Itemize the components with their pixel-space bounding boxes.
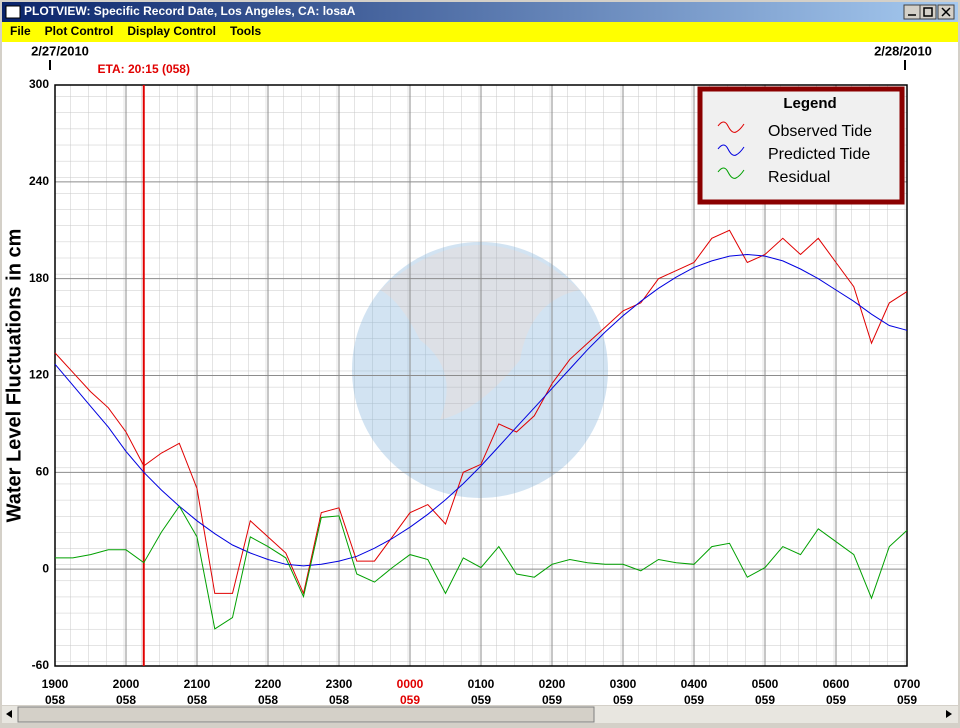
y-axis-label: Water Level Fluctuations in cm — [3, 229, 25, 523]
x-tick-day: 059 — [897, 693, 917, 707]
x-tick-label: 2000 — [113, 677, 140, 691]
legend-box — [697, 86, 905, 205]
legend-swatch — [717, 167, 745, 179]
x-tick-day: 059 — [542, 693, 562, 707]
x-tick-label: 0100 — [468, 677, 495, 691]
y-tick-label: 120 — [29, 368, 49, 382]
window-title: PLOTVIEW: Specific Record Date, Los Ange… — [24, 4, 356, 18]
menu-item[interactable]: Display Control — [127, 24, 216, 38]
maximize-button[interactable] — [919, 4, 937, 20]
y-tick-label: 180 — [29, 271, 49, 285]
x-tick-label: 1900 — [42, 677, 69, 691]
plot-frame — [54, 84, 908, 667]
x-tick-day: 058 — [258, 693, 278, 707]
noaa-watermark — [352, 242, 608, 498]
x-tick-label: 0000 — [397, 677, 424, 691]
x-tick-day: 059 — [613, 693, 633, 707]
x-tick-day: 058 — [116, 693, 136, 707]
title-bar — [2, 2, 958, 22]
y-tick-label: 240 — [29, 174, 49, 188]
x-tick-day: 059 — [471, 693, 491, 707]
x-tick-day: 058 — [45, 693, 65, 707]
minimize-button[interactable] — [903, 4, 921, 20]
series-line — [54, 229, 908, 596]
x-tick-label: 0400 — [681, 677, 708, 691]
y-tick-label: 300 — [29, 77, 49, 91]
x-tick-label: 2200 — [255, 677, 282, 691]
date-label: 2/28/2010 — [874, 43, 932, 58]
eta-label: ETA: 20:15 (058) — [98, 62, 190, 76]
y-tick-label: 60 — [36, 465, 50, 479]
legend-swatch — [717, 144, 745, 156]
menu-item[interactable]: File — [10, 24, 31, 38]
legend-label: Residual — [768, 169, 830, 186]
menu-item[interactable]: Plot Control — [45, 24, 114, 38]
x-tick-day: 059 — [755, 693, 775, 707]
x-tick-label: 0300 — [610, 677, 637, 691]
window-buttons — [903, 4, 955, 20]
x-tick-label: 0200 — [539, 677, 566, 691]
legend-swatch — [717, 121, 745, 133]
series-line — [55, 505, 908, 630]
x-tick-label: 2100 — [184, 677, 211, 691]
x-tick-day: 059 — [400, 693, 420, 707]
legend-title: Legend — [783, 95, 836, 112]
date-label: 2/27/2010 — [31, 43, 89, 58]
x-tick-day: 058 — [329, 693, 349, 707]
app-icon — [5, 5, 21, 19]
x-tick-label: 2300 — [326, 677, 353, 691]
x-tick-label: 0500 — [752, 677, 779, 691]
menu-bar — [2, 22, 958, 42]
y-tick-label: -60 — [32, 658, 50, 672]
legend-label: Predicted Tide — [768, 146, 870, 163]
x-tick-day: 059 — [684, 693, 704, 707]
x-tick-label: 0700 — [894, 677, 921, 691]
y-tick-label: 0 — [42, 561, 49, 575]
scrollbar-thumb[interactable] — [17, 706, 595, 723]
x-tick-day: 058 — [187, 693, 207, 707]
series-line — [54, 253, 908, 567]
legend-label: Observed Tide — [768, 123, 872, 140]
x-tick-day: 059 — [826, 693, 846, 707]
menu-item[interactable]: Tools — [230, 24, 261, 38]
x-tick-label: 0600 — [823, 677, 850, 691]
